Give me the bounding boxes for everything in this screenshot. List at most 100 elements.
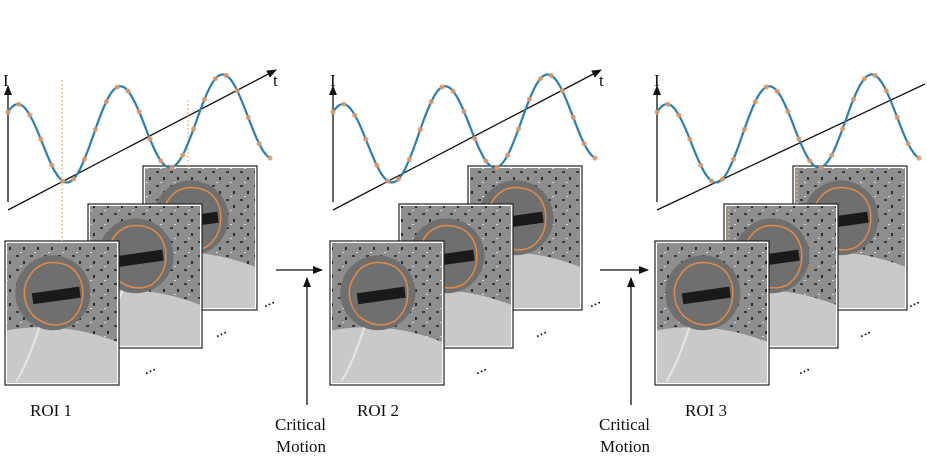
signal-sample	[439, 84, 445, 90]
axis-y-label-2: I	[330, 71, 336, 90]
signal-sample	[829, 152, 835, 158]
redaction-bar	[681, 286, 731, 305]
signal-sample	[796, 136, 802, 142]
signal-sample	[807, 158, 813, 164]
roi-contour	[673, 261, 734, 326]
ellipsis-p3-a: ...	[794, 358, 812, 378]
signal-sample	[201, 96, 208, 102]
panel-label-roi-2: ROI 2	[357, 401, 399, 420]
roi-contour	[23, 261, 84, 326]
axis-x-label-1: t	[273, 71, 278, 90]
signal-sample	[81, 156, 87, 162]
signal-sample	[698, 162, 704, 168]
signal-sample	[719, 176, 726, 182]
ellipsis-p2-b: ...	[531, 321, 549, 341]
signal-sample	[461, 108, 467, 115]
signal-sample	[581, 141, 587, 147]
signal-sample	[883, 88, 889, 94]
ellipsis-p3-b: ...	[855, 321, 873, 341]
signal-sample	[330, 109, 336, 115]
signal-sample	[180, 152, 186, 158]
video-frame-2-1	[329, 240, 445, 386]
signal-sample	[741, 126, 747, 133]
ellipsis-p1-a: ...	[140, 358, 158, 378]
redaction-bar	[356, 286, 406, 305]
signal-sample	[212, 76, 218, 82]
signal-sample	[516, 126, 522, 132]
signal-sample	[676, 112, 682, 118]
signal-sample	[472, 136, 478, 142]
roi-contour	[348, 261, 409, 326]
signal-sample	[450, 88, 456, 94]
signal-sample	[709, 178, 715, 184]
signal-sample	[352, 112, 358, 118]
axis-x-label-2: t	[599, 71, 604, 90]
signal-sample	[548, 72, 554, 79]
signal-sample	[785, 108, 791, 115]
signal-sample	[27, 112, 33, 118]
redaction-bar	[31, 286, 81, 305]
redaction-bar	[114, 249, 164, 268]
panel-label-roi-3: ROI 3	[685, 401, 727, 420]
signal-sample	[256, 141, 262, 147]
panel-3	[653, 72, 926, 386]
signal-sample	[245, 114, 251, 120]
signal-sample	[5, 109, 11, 115]
signal-sample	[374, 162, 380, 168]
signal-sample	[169, 164, 175, 170]
signal-sample	[103, 99, 109, 105]
signal-sample	[136, 108, 142, 115]
ellipsis-p2-a: ...	[471, 358, 489, 378]
signal-sample	[483, 158, 489, 164]
video-frame-1-1	[4, 240, 120, 386]
signal-sample	[428, 99, 434, 105]
panel-2	[329, 69, 602, 386]
signal-sample	[158, 158, 164, 164]
signal-sample	[125, 88, 131, 94]
time-axis	[7, 69, 277, 211]
signal-sample	[526, 96, 533, 102]
critical-motion-label-1b: Motion	[276, 437, 327, 456]
signal-sample	[840, 126, 846, 132]
panel-label-roi-1: ROI 1	[30, 401, 72, 420]
signal-sample	[16, 101, 22, 107]
signal-sample	[850, 96, 857, 102]
signal-sample	[861, 76, 868, 82]
signal-sample	[763, 84, 769, 90]
signal-sample	[363, 136, 369, 142]
signal-sample	[905, 141, 911, 147]
signal-sample	[687, 136, 693, 142]
signal-sample	[818, 164, 824, 170]
panel-1	[3, 69, 277, 386]
time-axis	[332, 69, 602, 211]
signal-sample	[147, 136, 153, 142]
signal-sample	[191, 126, 197, 132]
signal-sample	[570, 114, 576, 120]
signal-sample	[406, 156, 412, 162]
signal-sample	[385, 178, 391, 184]
signal-sample	[49, 162, 55, 168]
critical-motion-label-2b: Motion	[600, 437, 651, 456]
signal-sample	[341, 101, 347, 107]
signal-sample	[894, 114, 900, 120]
signal-sample	[730, 156, 737, 162]
signal-sample	[654, 109, 660, 115]
axis-y-label-1: I	[3, 71, 9, 90]
signal-sample	[752, 99, 758, 105]
signal-sample	[267, 155, 273, 161]
ellipsis-p1-c: ...	[259, 291, 277, 311]
critical-motion-label-1a: Critical	[275, 415, 326, 434]
signal-sample	[417, 126, 423, 133]
signal-sample	[38, 136, 44, 142]
signal-sample	[494, 164, 500, 170]
signal-sample	[395, 176, 402, 182]
signal-sample	[872, 72, 878, 79]
critical-motion-label-2a: Critical	[599, 415, 650, 434]
signal-sample	[60, 178, 66, 184]
video-frame-3-1	[654, 240, 770, 386]
signal-sample	[592, 155, 598, 161]
signal-sample	[70, 176, 77, 182]
signal-sample	[223, 72, 229, 79]
